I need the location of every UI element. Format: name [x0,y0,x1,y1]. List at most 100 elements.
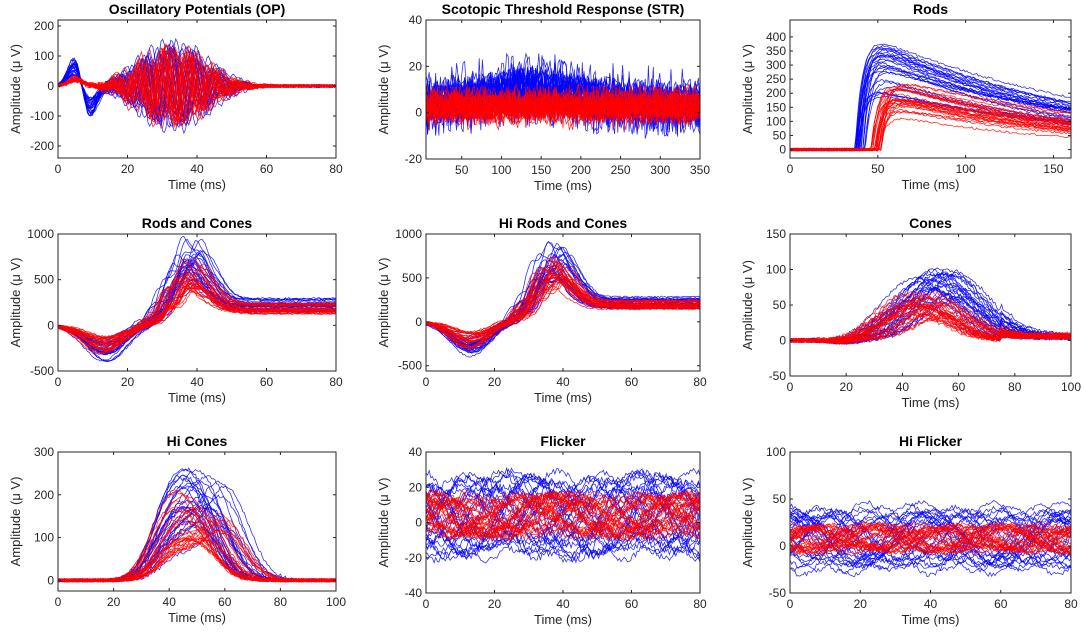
x-axis-label: Time (ms) [901,177,959,192]
red-trace [58,288,336,342]
red-trace [58,58,336,115]
blue-trace [790,506,1071,571]
x-tick-label: 50 [871,162,885,176]
x-tick-label: 150 [1043,162,1063,176]
y-axis-label: Amplitude (μ V) [8,258,23,348]
x-tick-label: 100 [491,163,511,177]
red-trace [426,492,700,539]
x-axis-label: Time (ms) [534,178,592,193]
y-tick-label: -200 [30,139,54,153]
x-tick-label: 80 [693,597,707,611]
y-tick-label: 500 [402,271,422,285]
panel-title: Oscillatory Potentials (OP) [109,1,286,17]
y-tick-label: 0 [415,516,422,530]
x-tick-label: 80 [329,375,343,389]
x-tick-label: 80 [693,375,707,389]
red-trace [426,491,700,538]
red-trace [426,268,700,342]
panel-rods: 0 50 100 150050100150200250300350400RodsTim… [740,1,1072,192]
x-tick-label: 60 [260,375,274,389]
x-tick-label: 20 [488,375,502,389]
y-tick-label: 0 [779,143,786,157]
red-trace [58,282,336,339]
traces-rods-and-cones [58,235,336,363]
panel-title: Hi Cones [167,433,228,449]
y-tick-label: 200 [34,488,54,502]
y-tick-label: 400 [766,30,786,44]
red-trace [426,491,700,541]
y-tick-label: 350 [766,44,786,58]
x-tick-label: 20 [488,597,502,611]
panel-title: Rods and Cones [142,215,253,231]
y-tick-label: 0 [779,539,786,553]
panel-title: Flicker [540,433,586,449]
blue-trace [790,513,1071,563]
traces-hi-cones [58,467,336,583]
traces-scotopic-threshold-response-str [426,52,700,139]
x-tick-label: 20 [854,597,868,611]
red-trace [790,526,1071,551]
x-tick-label: 20 [121,375,135,389]
y-tick-label: 0 [415,315,422,329]
y-axis-label: Amplitude (μ V) [376,478,391,568]
red-trace [790,84,1071,152]
x-tick-label: 60 [625,375,639,389]
y-tick-label: -500 [30,364,54,378]
y-tick-label: 200 [34,19,54,33]
y-tick-label: 300 [766,58,786,72]
x-tick-label: 60 [260,162,274,176]
x-axis-label: Time (ms) [901,395,959,410]
y-tick-label: 0 [779,334,786,348]
red-trace [426,90,700,112]
x-tick-label: 40 [163,595,177,609]
x-tick-label: 0 [787,380,794,394]
y-tick-label: 100 [766,445,786,459]
x-tick-label: 80 [1064,597,1078,611]
red-trace [426,276,700,334]
y-tick-label: 0 [415,106,422,120]
x-tick-label: 80 [329,162,343,176]
x-tick-label: 0 [787,597,794,611]
panel-title: Hi Rods and Cones [499,215,628,231]
x-tick-label: 40 [924,597,938,611]
axes-frame [789,19,1072,159]
y-tick-label: 0 [47,318,54,332]
red-trace [790,524,1071,553]
red-trace [426,97,700,114]
y-tick-label: 150 [766,100,786,114]
y-tick-label: -100 [30,109,54,123]
traces-rods [790,43,1071,152]
red-trace [426,496,700,536]
red-trace [426,259,700,340]
x-tick-label: 60 [218,595,232,609]
red-trace [426,93,700,108]
red-trace [790,88,1071,152]
x-tick-label: 100 [1061,380,1081,394]
red-trace [426,495,700,536]
traces-cones [790,267,1071,346]
x-tick-label: 60 [994,597,1008,611]
x-tick-label: 60 [952,380,966,394]
x-tick-label: 200 [571,163,591,177]
y-tick-label: 100 [34,49,54,63]
y-tick-label: 40 [409,445,423,459]
axes-frame [425,19,701,160]
red-trace [58,46,336,129]
red-trace [426,488,700,542]
panel-oscillatory-potentials-op: 0 20 40 60 80 -200 -100 0 100 200 Oscillatory Pote… [8,1,343,192]
x-tick-label: 80 [274,595,288,609]
traces-hi-rods-and-cones [426,240,700,358]
y-tick-label: 50 [773,128,787,142]
panel-title: Scotopic Threshold Response (STR) [442,1,685,17]
red-trace [58,521,336,583]
y-axis-label: Amplitude (μ V) [376,258,391,348]
red-trace [790,523,1071,553]
y-tick-label: 1000 [27,227,54,241]
traces-flicker [426,466,700,564]
red-trace [426,94,700,119]
y-tick-label: 50 [773,492,787,506]
y-tick-label: -500 [398,359,422,373]
y-tick-label: 500 [34,273,54,287]
